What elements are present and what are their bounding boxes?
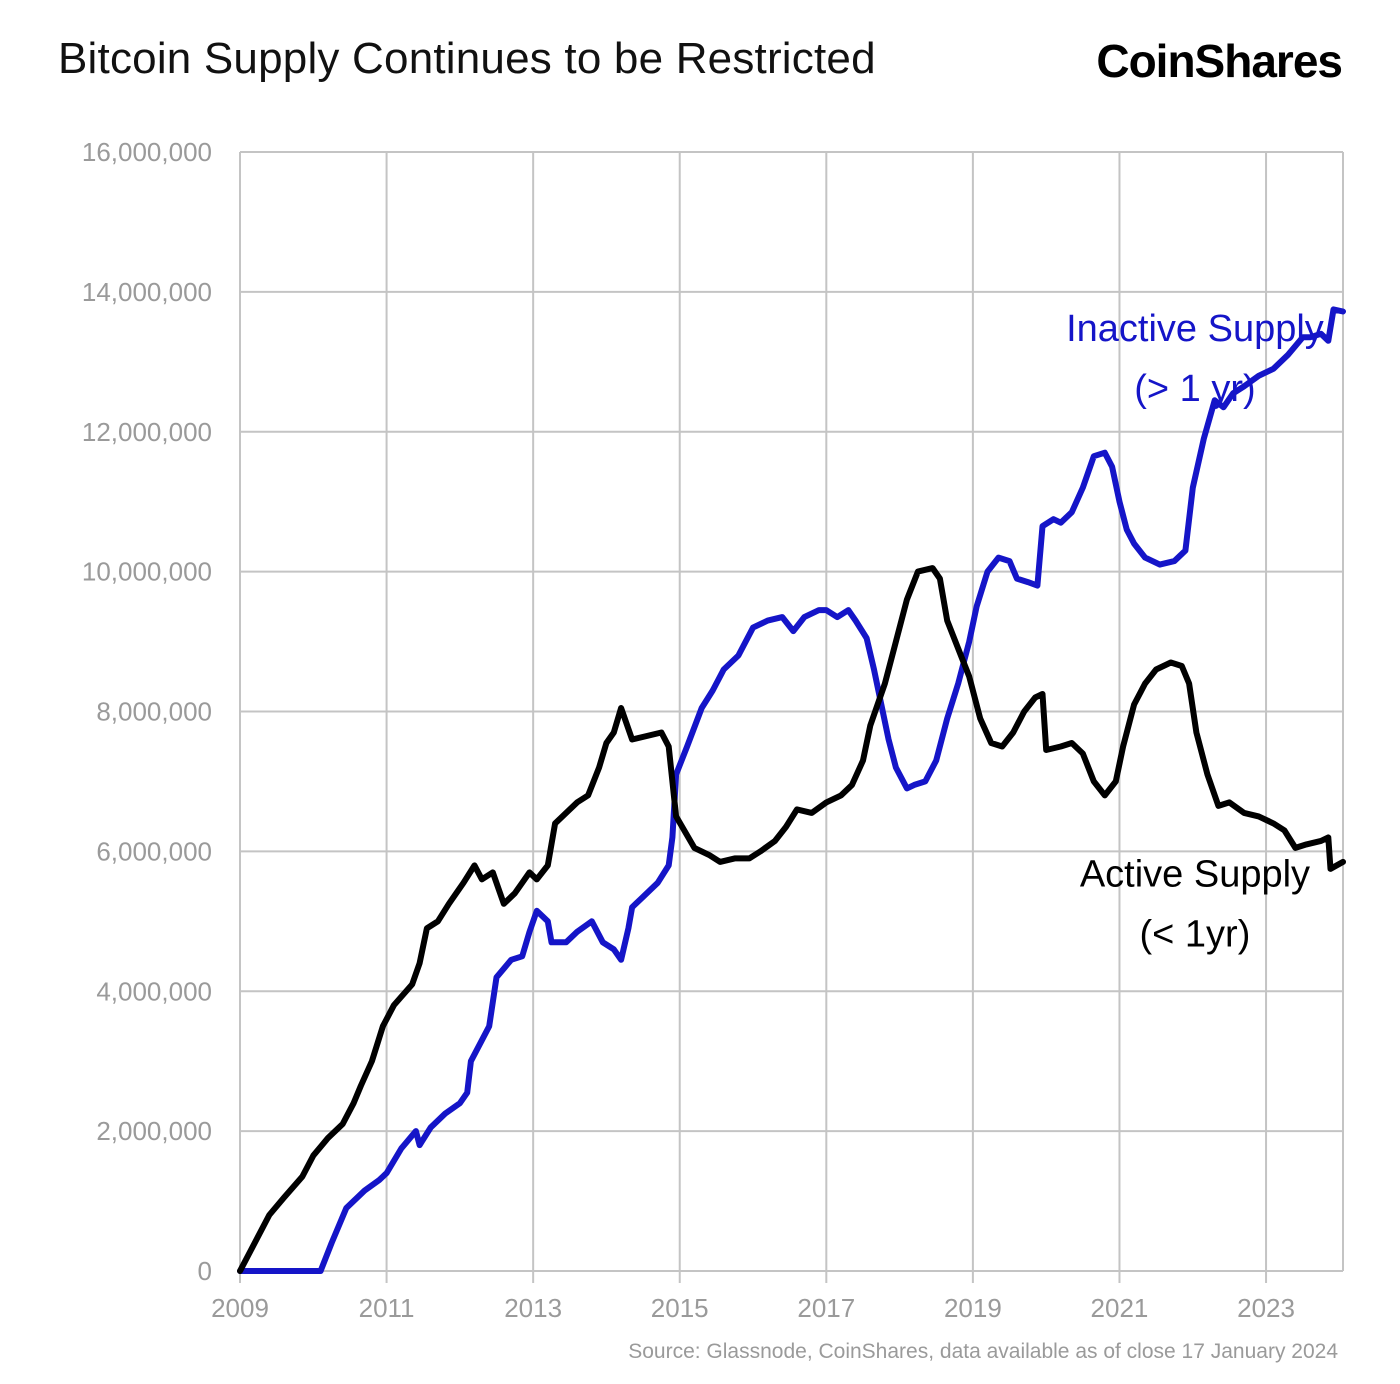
y-tick-label: 12,000,000	[82, 417, 212, 447]
x-tick-label: 2019	[944, 1293, 1002, 1323]
x-tick-label: 2021	[1091, 1293, 1149, 1323]
y-tick-label: 8,000,000	[96, 697, 212, 727]
y-tick-label: 6,000,000	[96, 836, 212, 866]
active-supply-annotation: (< 1yr)	[1140, 913, 1251, 955]
y-tick-label: 10,000,000	[82, 557, 212, 587]
x-tick-label: 2009	[211, 1293, 269, 1323]
series-annotations: Inactive Supply (> 1 yr) Active Supply (< 1…	[1066, 308, 1324, 956]
x-tick-label: 2017	[797, 1293, 855, 1323]
x-axis-ticks: 2009 2011 2013 2015 2017 2019 2021 2023	[211, 1293, 1295, 1323]
chart-title: Bitcoin Supply Continues to be Restricte…	[58, 34, 876, 83]
y-tick-label: 16,000,000	[82, 137, 212, 167]
inactive-supply-annotation: Inactive Supply	[1066, 308, 1324, 350]
source-note: Source: Glassnode, CoinShares, data avai…	[628, 1340, 1338, 1363]
y-tick-label: 4,000,000	[96, 976, 212, 1006]
grid-lines	[239, 151, 1344, 1283]
y-tick-label: 2,000,000	[96, 1116, 212, 1146]
coinshares-logo: CoinShares	[1096, 35, 1343, 87]
x-tick-label: 2023	[1237, 1293, 1295, 1323]
series-lines	[237, 306, 1346, 1274]
active-supply-annotation: Active Supply	[1080, 853, 1310, 895]
y-axis-ticks: 0 2,000,000 4,000,000 6,000,000 8,000,000 10,…	[82, 137, 212, 1286]
y-tick-label: 0	[198, 1256, 212, 1286]
x-tick-label: 2013	[504, 1293, 562, 1323]
y-tick-label: 14,000,000	[82, 277, 212, 307]
x-tick-label: 2011	[359, 1293, 415, 1323]
active-supply-line	[237, 565, 1346, 1274]
inactive-supply-annotation: (> 1 yr)	[1134, 368, 1255, 410]
inactive-supply-line	[237, 306, 1346, 1274]
x-tick-label: 2015	[651, 1293, 709, 1323]
